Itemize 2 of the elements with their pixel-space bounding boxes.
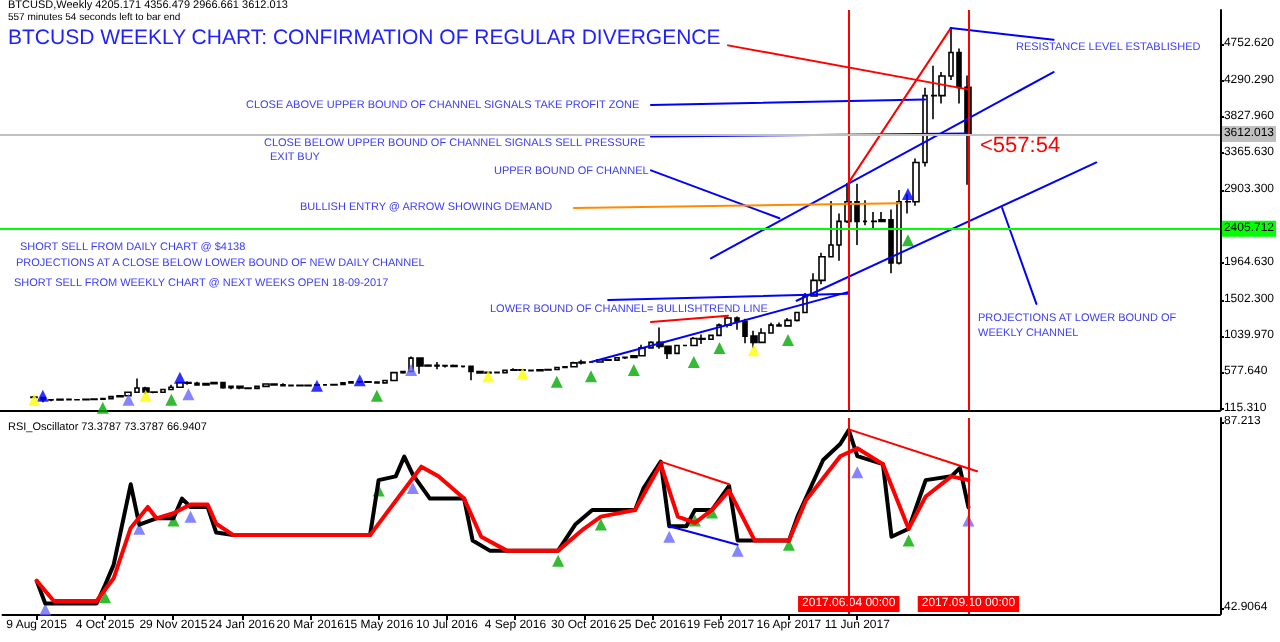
text: BTCUSD WEEKLY CHART: CONFIRMATION OF REGULAR DIVERGENCE [8, 26, 721, 50]
annotation: <557:54 [980, 134, 1061, 158]
